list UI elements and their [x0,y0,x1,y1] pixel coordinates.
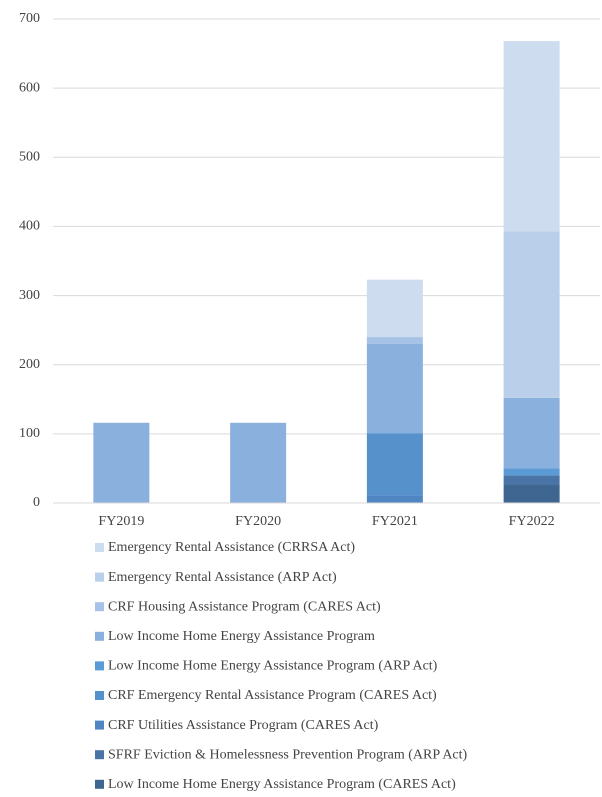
legend-label: Emergency Rental Assistance (CRRSA Act) [108,540,355,555]
legend-swatch [95,602,104,612]
legend-label: CRF Housing Assistance Program (CARES Ac… [108,599,381,614]
y-tick-label: 200 [19,357,40,372]
legend-swatch [95,572,104,582]
bar-segment [93,422,150,503]
bar-segment [366,495,423,503]
y-tick-label: 500 [19,150,40,165]
bar-segment [366,337,423,344]
legend-swatch [95,779,104,789]
bar-segment [503,41,560,232]
legend-swatch [95,661,104,671]
legend-label: Low Income Home Energy Assistance Progra… [108,777,456,792]
bar-segment [366,343,423,434]
bar-segment [366,279,423,338]
bar-segment [503,475,560,486]
legend-label: CRF Emergency Rental Assistance Program … [108,688,437,703]
legend-label: Emergency Rental Assistance (ARP Act) [108,570,337,585]
bar-segment [230,422,287,503]
legend-label: Low Income Home Energy Assistance Progra… [108,629,375,644]
legend-swatch [95,543,104,552]
bar-segment [503,397,560,469]
y-tick-label: 100 [19,426,40,441]
y-tick-label: 400 [19,219,40,234]
legend-label: SFRF Eviction & Homelessness Prevention … [108,747,468,762]
x-tick-label: FY2021 [372,514,418,529]
legend-label: CRF Utilities Assistance Program (CARES … [108,718,379,733]
legend-swatch [95,720,104,730]
legend-swatch [95,631,104,641]
bar-segment [366,433,423,496]
legend-swatch [95,750,104,760]
y-tick-label: 300 [19,288,40,303]
y-tick-label: 600 [19,80,40,95]
y-tick-label: 700 [19,11,40,26]
bar-segment [503,231,560,398]
y-tick-label: 0 [33,495,40,510]
bar-segment [503,485,560,503]
legend-label: Low Income Home Energy Assistance Progra… [108,659,438,674]
x-tick-label: FY2019 [98,514,144,529]
x-tick-label: FY2020 [235,514,281,529]
x-tick-label: FY2022 [509,514,555,529]
legend-swatch [95,691,104,700]
bar-segment [503,468,560,476]
